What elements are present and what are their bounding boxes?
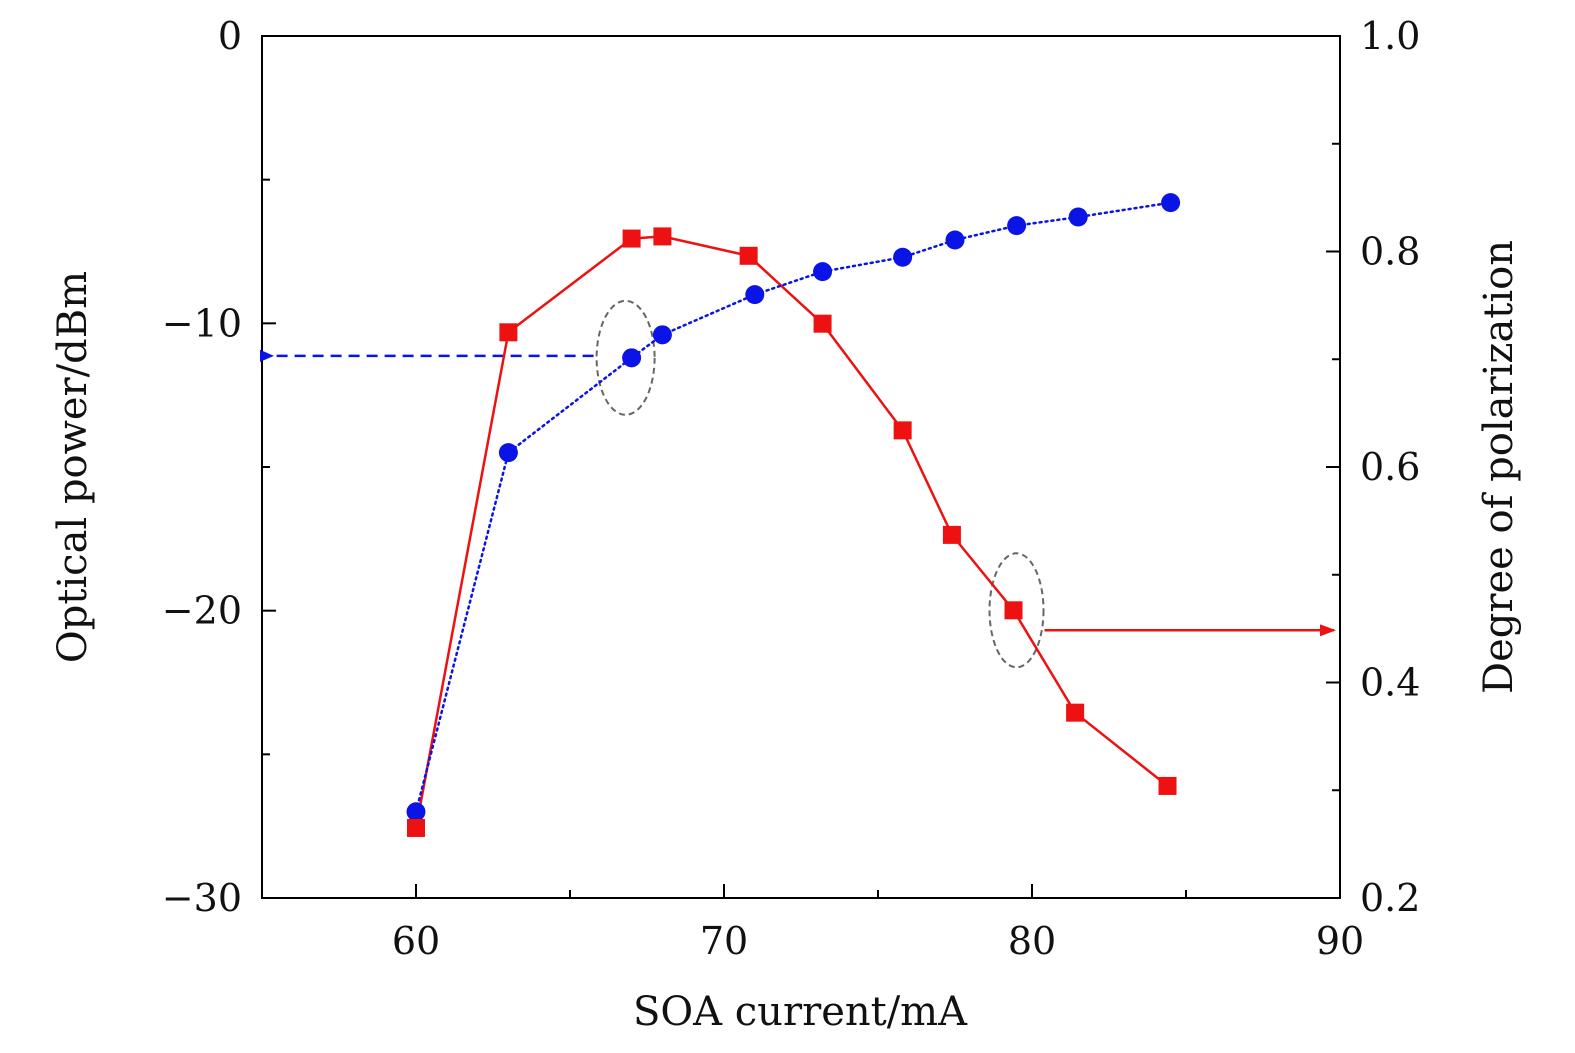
power-point [498,443,518,463]
dop-annotation-ellipse [988,552,1045,669]
y-axis-title-left: Optical power/dBm [50,271,96,663]
series-layer [406,193,1181,837]
x-tick-label: 80 [1008,919,1056,963]
dop-point [942,525,961,544]
dop-series-line [414,235,1169,829]
power-point [813,262,833,282]
dop-point [1004,601,1023,620]
dop-point [1066,703,1085,722]
dop-point [653,227,672,246]
power-annotation-ellipse [595,299,656,416]
y-tick-label: −30 [162,876,242,920]
y2-tick-label: 0.4 [1360,661,1420,705]
axes: 60 70 80 90 0 −10 −20 −30 1.0 0.8 0.6 0.4 0.2 [162,14,1421,963]
y-tick-label: −10 [162,301,242,345]
power-point [893,247,913,267]
power-point [945,230,965,250]
annotations [260,299,1336,669]
x-axis-title: SOA current/mA [633,989,968,1035]
power-point [1007,216,1027,236]
y2-tick-label: 0.2 [1360,876,1420,920]
y2-tick-label: 1.0 [1360,14,1420,58]
x-tick-label: 60 [392,919,440,963]
dop-point [622,229,641,248]
power-point [406,802,426,822]
dop-point [893,421,912,440]
x-tick-label: 70 [700,919,748,963]
dop-point [499,323,518,342]
dop-point [407,818,425,837]
power-series-line [414,201,1172,814]
x-tick-label: 90 [1316,919,1364,963]
y2-tick-label: 0.6 [1360,445,1420,489]
plot-frame [261,35,1341,899]
power-point [622,348,642,368]
power-point [652,325,672,345]
y2-tick-label: 0.8 [1360,230,1420,274]
power-point [1068,207,1088,227]
dop-point [813,314,832,333]
y-tick-label: 0 [218,14,242,58]
dop-point [739,246,758,265]
dop-point [1158,776,1177,795]
y-tick-label: −20 [162,589,242,633]
power-point [745,285,765,305]
y-axis-title-right: Degree of polarization [1476,240,1522,694]
power-point [1161,193,1181,213]
